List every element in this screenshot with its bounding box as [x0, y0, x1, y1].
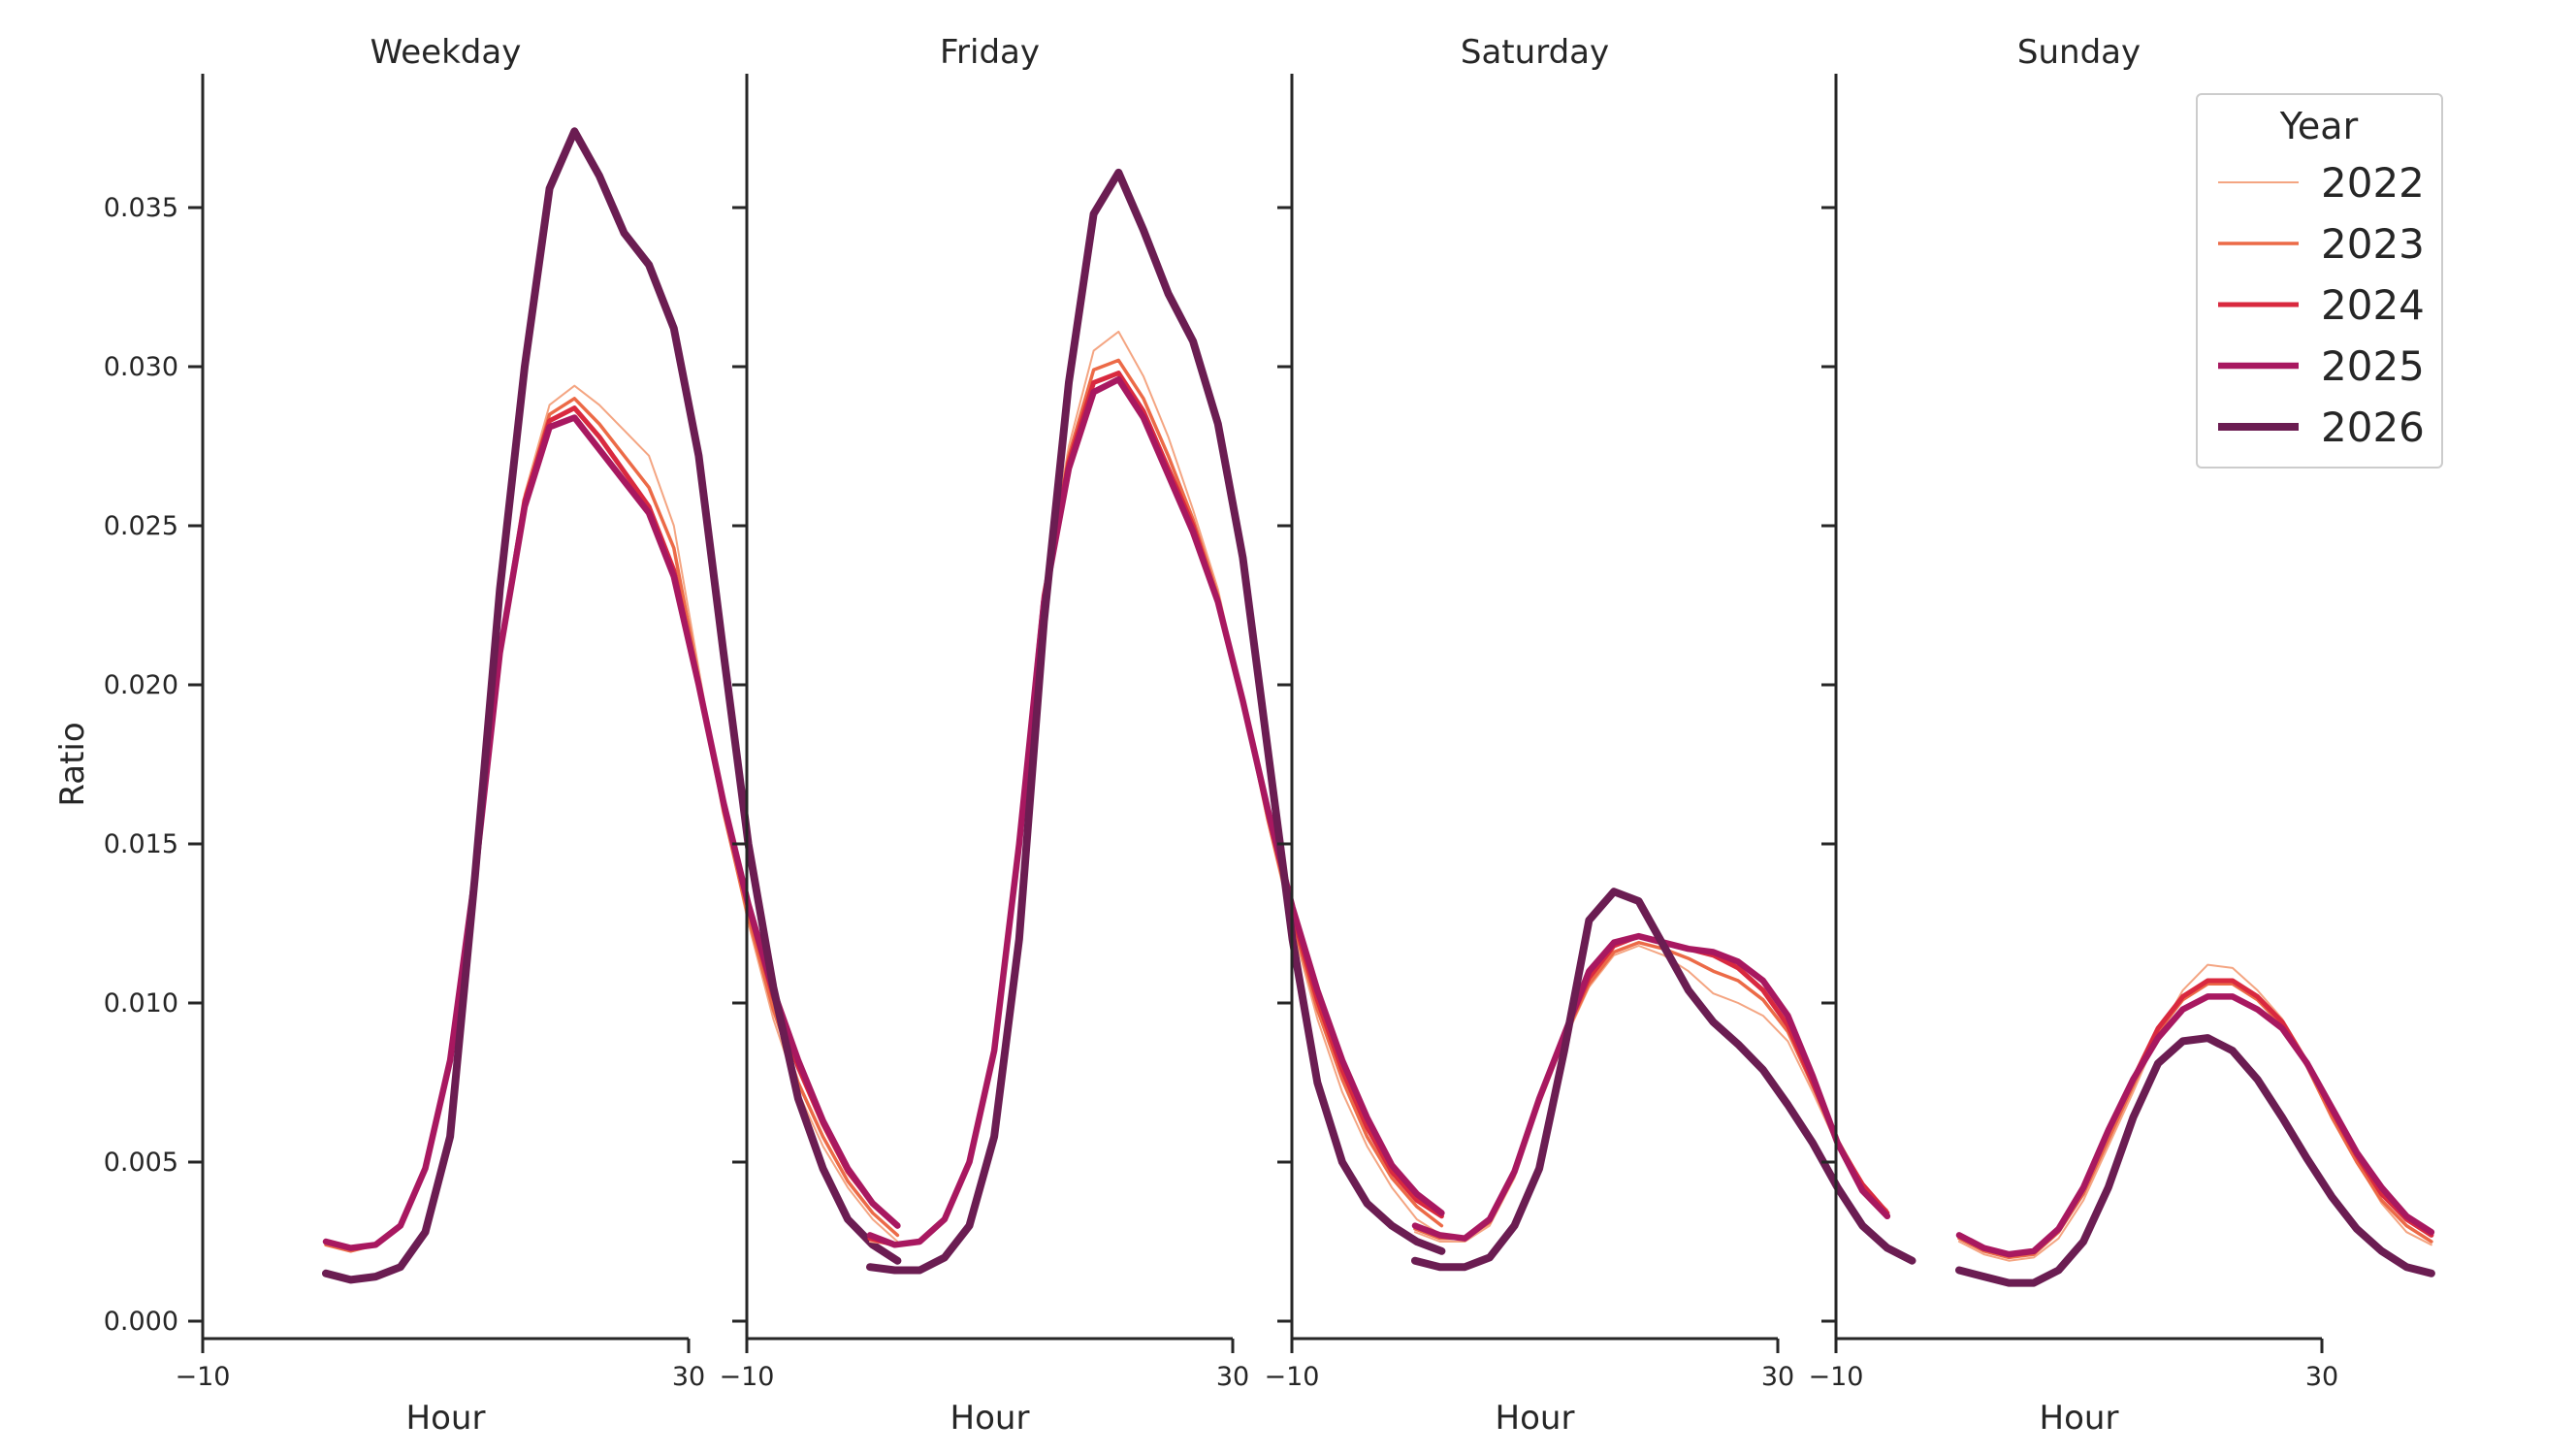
- panel-weekday: Weekday 0.000 0.005 0.010 0.015 0.020 0.025 0.0…: [104, 33, 902, 1438]
- series-line-2026: [1955, 1034, 2435, 1287]
- y-tick-label: 0.025: [104, 511, 178, 541]
- y-tick-label: 0.030: [104, 352, 178, 382]
- y-tick-label: 0.020: [104, 670, 178, 700]
- y-tick-label: 0.000: [104, 1307, 178, 1337]
- series-line-2022: [1958, 963, 2432, 1262]
- legend-label-2024: 2024: [2321, 281, 2425, 329]
- legend-label-2026: 2026: [2321, 404, 2425, 451]
- panel-title: Saturday: [1461, 33, 1609, 72]
- series-line-2025: [866, 375, 1445, 1248]
- x-axis-label: Hour: [406, 1399, 486, 1438]
- x-tick-label: −10: [1265, 1362, 1320, 1392]
- legend-label-2022: 2022: [2321, 159, 2425, 207]
- series-line-2026: [866, 168, 1446, 1275]
- panel-title: Weekday: [370, 33, 522, 72]
- panel-title: Sunday: [2017, 33, 2141, 72]
- series-line-2025: [322, 414, 901, 1251]
- x-tick-label: −10: [176, 1362, 231, 1392]
- panel-sunday: Sunday −10 30 Hour: [1809, 33, 2435, 1438]
- x-tick-label: 30: [672, 1362, 705, 1392]
- series-line-2025: [1955, 993, 2435, 1258]
- panel-saturday: Saturday −10 30 Hour: [1265, 33, 1916, 1438]
- series-line-2026: [322, 127, 902, 1284]
- x-tick-label: 30: [1761, 1362, 1794, 1392]
- series-line-2023: [868, 358, 1444, 1247]
- legend-title: Year: [2279, 105, 2359, 147]
- series-line-2024: [1956, 978, 2434, 1257]
- x-axis-label: Hour: [950, 1399, 1030, 1438]
- series-line-2022: [325, 384, 899, 1252]
- y-tick-label: 0.010: [104, 988, 178, 1018]
- x-tick-label: −10: [720, 1362, 775, 1392]
- series-line-2023: [1957, 982, 2433, 1260]
- panel-title: Friday: [940, 33, 1040, 72]
- y-tick-label: 0.035: [104, 193, 178, 223]
- x-axis-label: Hour: [2040, 1399, 2119, 1438]
- legend-label-2025: 2025: [2321, 342, 2425, 390]
- x-axis-label: Hour: [1496, 1399, 1575, 1438]
- x-tick-label: 30: [2305, 1362, 2338, 1392]
- series-line-2025: [1411, 932, 1891, 1242]
- legend: Year 2022 2023 2024 2025 2026: [2196, 93, 2443, 469]
- legend-label-2023: 2023: [2321, 220, 2425, 268]
- y-tick-label: 0.005: [104, 1148, 178, 1178]
- panel-friday: Friday −10 30 Hour: [720, 33, 1446, 1438]
- legend-box: [2196, 93, 2443, 469]
- x-tick-label: 30: [1216, 1362, 1249, 1392]
- series-line-2026: [1411, 888, 1916, 1272]
- y-axis-label: Ratio: [53, 722, 92, 806]
- y-tick-label: 0.015: [104, 829, 178, 859]
- x-tick-label: −10: [1809, 1362, 1864, 1392]
